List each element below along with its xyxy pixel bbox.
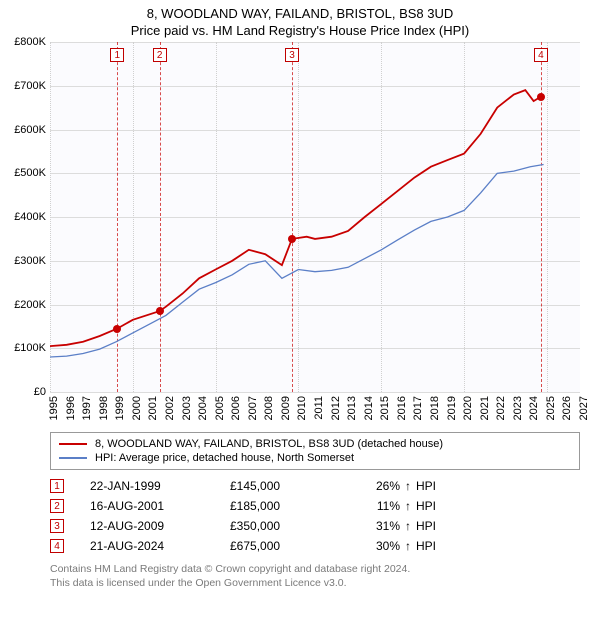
legend: 8, WOODLAND WAY, FAILAND, BRISTOL, BS8 3… — [50, 432, 580, 470]
x-axis-label: 2004 — [197, 396, 209, 420]
sale-marker-box: 3 — [50, 519, 64, 533]
series-price_paid — [50, 90, 541, 346]
sale-row: 4 21-AUG-2024£675,00030%↑HPI — [50, 536, 580, 556]
x-axis-label: 2014 — [363, 396, 375, 420]
sale-price: £675,000 — [230, 539, 340, 553]
x-axis-label: 2003 — [181, 396, 193, 420]
x-axis-label: 2025 — [545, 396, 557, 420]
y-axis-label: £600K — [14, 124, 50, 136]
series-hpi — [50, 165, 544, 358]
x-axis-label: 2027 — [578, 396, 590, 420]
legend-swatch — [59, 443, 87, 445]
chart-lines — [50, 42, 580, 392]
sale-pct: 26% — [340, 479, 400, 493]
sale-hpi-label: HPI — [416, 519, 456, 533]
x-axis-label: 2020 — [462, 396, 474, 420]
x-axis-label: 2005 — [214, 396, 226, 420]
y-axis-label: £700K — [14, 80, 50, 92]
y-axis-label: £100K — [14, 342, 50, 354]
x-axis-label: 2009 — [280, 396, 292, 420]
sale-row: 1 22-JAN-1999£145,00026%↑HPI — [50, 476, 580, 496]
sale-price: £185,000 — [230, 499, 340, 513]
legend-item: 8, WOODLAND WAY, FAILAND, BRISTOL, BS8 3… — [59, 437, 571, 451]
footer-line: This data is licensed under the Open Gov… — [50, 576, 580, 590]
x-axis-label: 2026 — [561, 396, 573, 420]
arrow-up-icon: ↑ — [400, 519, 416, 533]
sale-marker-box: 1 — [50, 479, 64, 493]
y-axis-label: £300K — [14, 255, 50, 267]
x-axis-label: 2001 — [147, 396, 159, 420]
y-axis-label: £400K — [14, 211, 50, 223]
title-address: 8, WOODLAND WAY, FAILAND, BRISTOL, BS8 3… — [0, 0, 600, 21]
x-axis-label: 2010 — [296, 396, 308, 420]
gridline-h — [50, 392, 580, 393]
y-axis-label: £500K — [14, 167, 50, 179]
legend-label: HPI: Average price, detached house, Nort… — [95, 452, 354, 464]
sale-price: £350,000 — [230, 519, 340, 533]
x-axis-label: 1999 — [114, 396, 126, 420]
x-axis-label: 2007 — [247, 396, 259, 420]
arrow-up-icon: ↑ — [400, 539, 416, 553]
sale-pct: 11% — [340, 499, 400, 513]
x-axis-label: 2016 — [396, 396, 408, 420]
sale-pct: 31% — [340, 519, 400, 533]
sale-hpi-label: HPI — [416, 479, 456, 493]
sale-marker-box: 2 — [50, 499, 64, 513]
x-axis-label: 2022 — [495, 396, 507, 420]
chart: £0£100K£200K£300K£400K£500K£600K£700K£80… — [50, 42, 580, 392]
x-axis-label: 2019 — [446, 396, 458, 420]
sale-row: 3 12-AUG-2009£350,00031%↑HPI — [50, 516, 580, 536]
sale-date: 21-AUG-2024 — [90, 539, 230, 553]
x-axis-label: 2017 — [412, 396, 424, 420]
x-axis-label: 1997 — [81, 396, 93, 420]
x-axis-label: 2015 — [379, 396, 391, 420]
sale-date: 16-AUG-2001 — [90, 499, 230, 513]
x-axis-label: 2002 — [164, 396, 176, 420]
x-axis-label: 2013 — [346, 396, 358, 420]
sale-hpi-label: HPI — [416, 499, 456, 513]
sales-table: 122-JAN-1999£145,00026%↑HPI216-AUG-2001£… — [50, 476, 580, 556]
x-axis-label: 1995 — [48, 396, 60, 420]
legend-item: HPI: Average price, detached house, Nort… — [59, 451, 571, 465]
x-axis-label: 2011 — [313, 396, 325, 420]
x-axis-label: 2018 — [429, 396, 441, 420]
x-axis-label: 2006 — [230, 396, 242, 420]
x-axis-label: 2021 — [479, 396, 491, 420]
x-axis-label: 2000 — [131, 396, 143, 420]
title-subtitle: Price paid vs. HM Land Registry's House … — [0, 21, 600, 42]
sale-price: £145,000 — [230, 479, 340, 493]
x-axis-label: 2012 — [330, 396, 342, 420]
sale-row: 2 16-AUG-2001£185,00011%↑HPI — [50, 496, 580, 516]
arrow-up-icon: ↑ — [400, 499, 416, 513]
sale-hpi-label: HPI — [416, 539, 456, 553]
x-axis-label: 1996 — [65, 396, 77, 420]
arrow-up-icon: ↑ — [400, 479, 416, 493]
sale-marker-box: 4 — [50, 539, 64, 553]
x-axis-label: 2023 — [512, 396, 524, 420]
legend-swatch — [59, 457, 87, 459]
footer-line: Contains HM Land Registry data © Crown c… — [50, 562, 580, 576]
legend-label: 8, WOODLAND WAY, FAILAND, BRISTOL, BS8 3… — [95, 438, 443, 450]
footer: Contains HM Land Registry data © Crown c… — [50, 562, 580, 590]
x-axis-label: 2008 — [263, 396, 275, 420]
sale-pct: 30% — [340, 539, 400, 553]
x-axis-label: 1998 — [98, 396, 110, 420]
y-axis-label: £200K — [14, 299, 50, 311]
y-axis-label: £800K — [14, 36, 50, 48]
sale-date: 22-JAN-1999 — [90, 479, 230, 493]
sale-date: 12-AUG-2009 — [90, 519, 230, 533]
x-axis-label: 2024 — [528, 396, 540, 420]
